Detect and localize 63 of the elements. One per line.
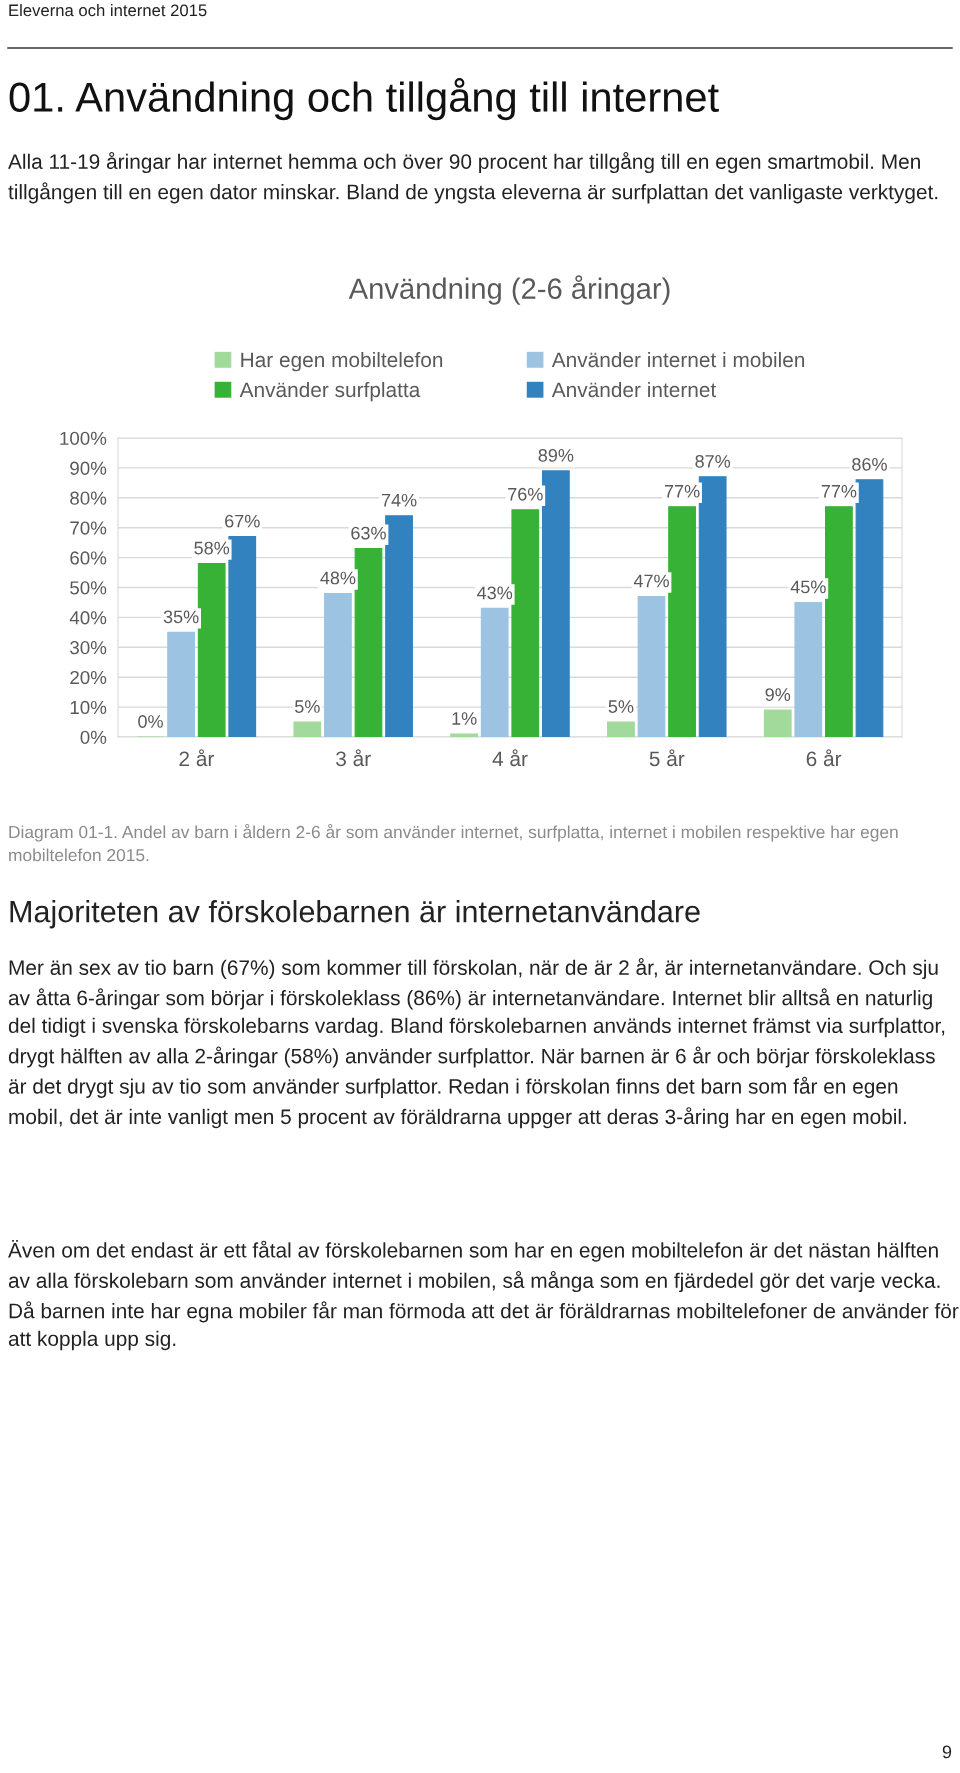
bar (511, 509, 540, 737)
bar (541, 470, 570, 737)
y-tick-label: 60% (70, 551, 107, 565)
y-tick-label: 0% (80, 730, 107, 744)
data-label: 45% (790, 580, 826, 594)
legend-label: Har egen mobiltelefon (241, 351, 443, 372)
x-tick-label: 2 år (179, 749, 215, 767)
legend-label: Använder internet i mobilen (551, 351, 805, 368)
chart-title: Användning (2-6 åringar) (348, 275, 670, 305)
data-label: 77% (821, 484, 857, 498)
bar (385, 515, 413, 737)
data-label: 35% (163, 610, 199, 624)
data-label: 67% (225, 514, 260, 528)
text: Majoriteten av förskolebarnen är internetanvändare (10, 900, 700, 929)
data-label: 0% (138, 715, 163, 728)
text: Även om det endast är ett fåtal av förskolebarnen som har en egen mobiltelefon är det nästan hälften av alla förskolebarn som använder internet i mobilen, så många som en fjärdedel gör det varje vecka. Då barnen inte har egna mobiler får man förmoda att det är föräldrarnas mobiltelefoner de använder för att koppla upp sig. (8, 1240, 959, 1351)
bar (354, 548, 383, 737)
y-tick-label: 20% (70, 670, 107, 685)
bar (228, 536, 257, 737)
data-label: 87% (695, 454, 731, 468)
data-label: 9% (765, 688, 791, 701)
data-label: 63% (351, 526, 386, 540)
x-tick-label: 4 år (492, 749, 528, 767)
data-label: 43% (477, 586, 513, 600)
y-tick-label: 30% (70, 641, 107, 655)
text: Eleverna och internet 2015 (9, 4, 207, 17)
data-label: 5% (608, 700, 634, 713)
y-tick-label: 70% (70, 521, 107, 535)
x-tick-label: 5 år (649, 749, 685, 767)
y-tick-label: 10% (70, 700, 107, 715)
bar (825, 506, 853, 737)
bar (607, 721, 635, 737)
bar (450, 733, 479, 737)
data-label: 89% (538, 448, 574, 462)
text: Alla 11-19 åringar har internet hemma och över 90 procent har tillgång till en egen smartmobil. Men tillgången till en egen dator minskar. Bland de yngsta eleverna är surfplattan det vanligaste verktyget. (8, 152, 938, 204)
data-label: 1% (452, 712, 477, 725)
bar (763, 709, 792, 737)
data-label: 58% (194, 541, 230, 555)
bar (197, 563, 226, 737)
text: 9 (942, 1745, 952, 1759)
y-tick-label: 90% (70, 461, 107, 475)
text: Mer än sex av tio barn (67%) som kommer till förskolan, när de är 2 år, är internetanvändare. Och sju av åtta 6-åringar som börjar i förskoleklass (86%) är internetanvändare. Internet blir alltså en naturlig del tidigt i svenska förskolebarns vardag. Bland förskolebarnen används internet främst via surfplattor, drygt hälften av alla 2-åringar (58%) använder surfplattor. När barnen är 6 år och börjar förskoleklass är det drygt sju av tio som använder surfplattor. Redan i förskolan finns det barn som får en egen mobil, det är inte vanligt men 5 procent av föräldrarna uppger att deras 3-åring har en egen mobil. (8, 958, 945, 1129)
data-label: 47% (633, 574, 669, 588)
text: 01. Användning och tillgång till internet (9, 78, 719, 121)
data-label: 86% (852, 457, 887, 471)
y-tick-label: 40% (69, 611, 107, 625)
bar (293, 721, 322, 737)
y-tick-label: 100% (60, 431, 107, 445)
bar (698, 476, 727, 737)
bar (668, 506, 696, 737)
x-tick-label: 6 år (806, 749, 842, 767)
legend-label: Använder surfplatta (239, 381, 421, 402)
data-label: 77% (664, 484, 700, 498)
legend-label: Använder internet (551, 381, 717, 398)
x-tick-label: 3 år (336, 749, 371, 767)
y-tick-label: 50% (70, 581, 107, 595)
data-label: 74% (381, 493, 417, 507)
text: Diagram 01-1. Andel av barn i åldern 2-6 år som använder internet, surfplatta, internet i mobilen respektive har egen mobiltelefon 2015. (9, 824, 898, 862)
y-tick-label: 80% (70, 491, 107, 505)
data-label: 5% (295, 700, 320, 713)
data-label: 76% (508, 487, 543, 501)
bar (855, 479, 884, 737)
data-label: 48% (320, 571, 356, 585)
